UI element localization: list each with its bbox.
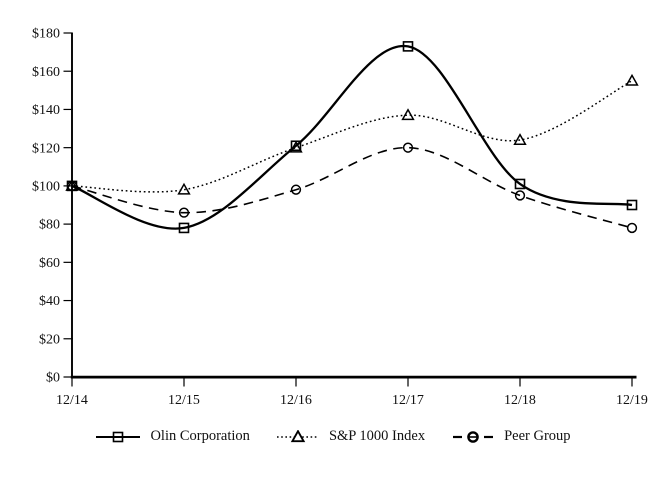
y-axis-tick-label: $160 xyxy=(32,65,60,80)
data-point-circle-marker xyxy=(626,222,638,234)
data-point-triangle-marker xyxy=(625,73,639,86)
y-axis-tick-label: $20 xyxy=(39,332,60,347)
y-axis-tick-label: $40 xyxy=(39,294,60,309)
dotted-line-triangle-marker-icon xyxy=(276,429,319,442)
y-axis-tick-label: $0 xyxy=(46,371,60,386)
data-point-triangle-marker xyxy=(401,108,415,121)
data-point-square-marker xyxy=(290,140,302,152)
data-point-circle-marker xyxy=(514,190,526,201)
legend-item-peer-group: Peer Group xyxy=(451,428,571,445)
data-point-circle-marker xyxy=(178,207,190,218)
chart-legend: Olin Corporation S&P 1000 Index Peer Gro… xyxy=(0,428,666,445)
series-line-2 xyxy=(71,146,633,229)
legend-label-olin-corporation: Olin Corporation xyxy=(150,428,250,444)
x-axis-tick-label: 12/14 xyxy=(56,393,88,408)
x-axis-tick-label: 12/18 xyxy=(504,393,536,408)
legend-item-olin-corporation: Olin Corporation xyxy=(95,428,250,445)
data-point-square-marker xyxy=(626,199,638,211)
y-axis-tick-label: $120 xyxy=(32,141,60,156)
data-point-circle-marker xyxy=(290,184,302,195)
solid-line-square-marker-icon xyxy=(96,431,141,442)
data-point-square-marker xyxy=(66,180,78,192)
y-axis-tick-label: $180 xyxy=(32,27,60,42)
y-axis-tick-label: $100 xyxy=(32,179,60,194)
data-point-triangle-marker xyxy=(289,140,303,153)
performance-line-chart: $0 $20 $40 $60 $80 $100 $120 $140 $160 $180 12/14 1… xyxy=(32,27,648,408)
y-axis-tick-label: $60 xyxy=(39,256,60,271)
x-axis-tick-label: 12/15 xyxy=(168,393,200,408)
data-point-triangle-marker xyxy=(177,182,191,195)
data-point-square-marker xyxy=(402,41,414,52)
data-point-square-marker xyxy=(514,178,526,190)
x-axis-tick-label: 12/16 xyxy=(280,393,312,408)
data-point-triangle-marker xyxy=(513,133,527,145)
legend-item-sp-1000-index: S&P 1000 Index xyxy=(276,428,425,445)
dashed-line-circle-marker-icon xyxy=(453,430,494,443)
legend-label-sp-1000-index: S&P 1000 Index xyxy=(328,428,426,444)
series-line-1 xyxy=(71,80,633,193)
x-axis-tick-label: 12/17 xyxy=(392,393,424,408)
x-axis-tick-label: 12/19 xyxy=(616,393,648,408)
legend-label-peer-group: Peer Group xyxy=(504,428,571,444)
series-line-0 xyxy=(71,45,633,230)
data-point-square-marker xyxy=(178,222,190,234)
data-point-circle-marker xyxy=(402,142,414,153)
y-axis-tick-label: $80 xyxy=(39,218,60,233)
y-axis-tick-label: $140 xyxy=(32,103,60,118)
